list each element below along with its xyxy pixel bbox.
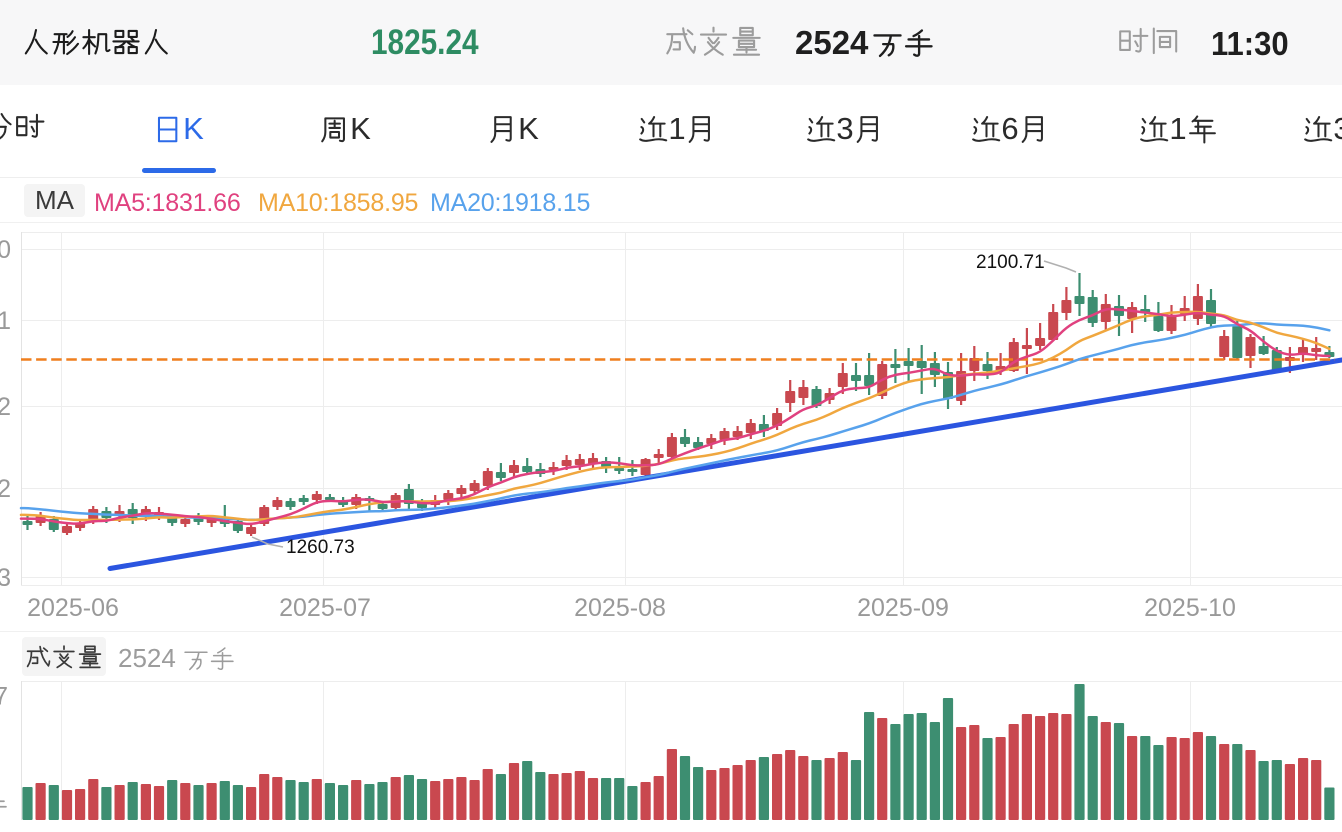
svg-text:0: 0 — [0, 236, 11, 264]
svg-text:2025-08: 2025-08 — [574, 594, 666, 622]
svg-text:2100.71: 2100.71 — [976, 252, 1045, 273]
svg-text:2025-06: 2025-06 — [27, 594, 119, 622]
svg-text:2025-07: 2025-07 — [279, 594, 371, 622]
svg-text:2: 2 — [0, 393, 11, 421]
svg-text:2025-09: 2025-09 — [857, 594, 949, 622]
svg-text:1: 1 — [0, 307, 11, 335]
svg-text:1260.73: 1260.73 — [286, 537, 355, 558]
svg-text:3: 3 — [0, 564, 11, 592]
svg-text:2025-10: 2025-10 — [1144, 594, 1236, 622]
svg-text:7: 7 — [0, 683, 8, 711]
svg-text:2: 2 — [0, 475, 11, 503]
